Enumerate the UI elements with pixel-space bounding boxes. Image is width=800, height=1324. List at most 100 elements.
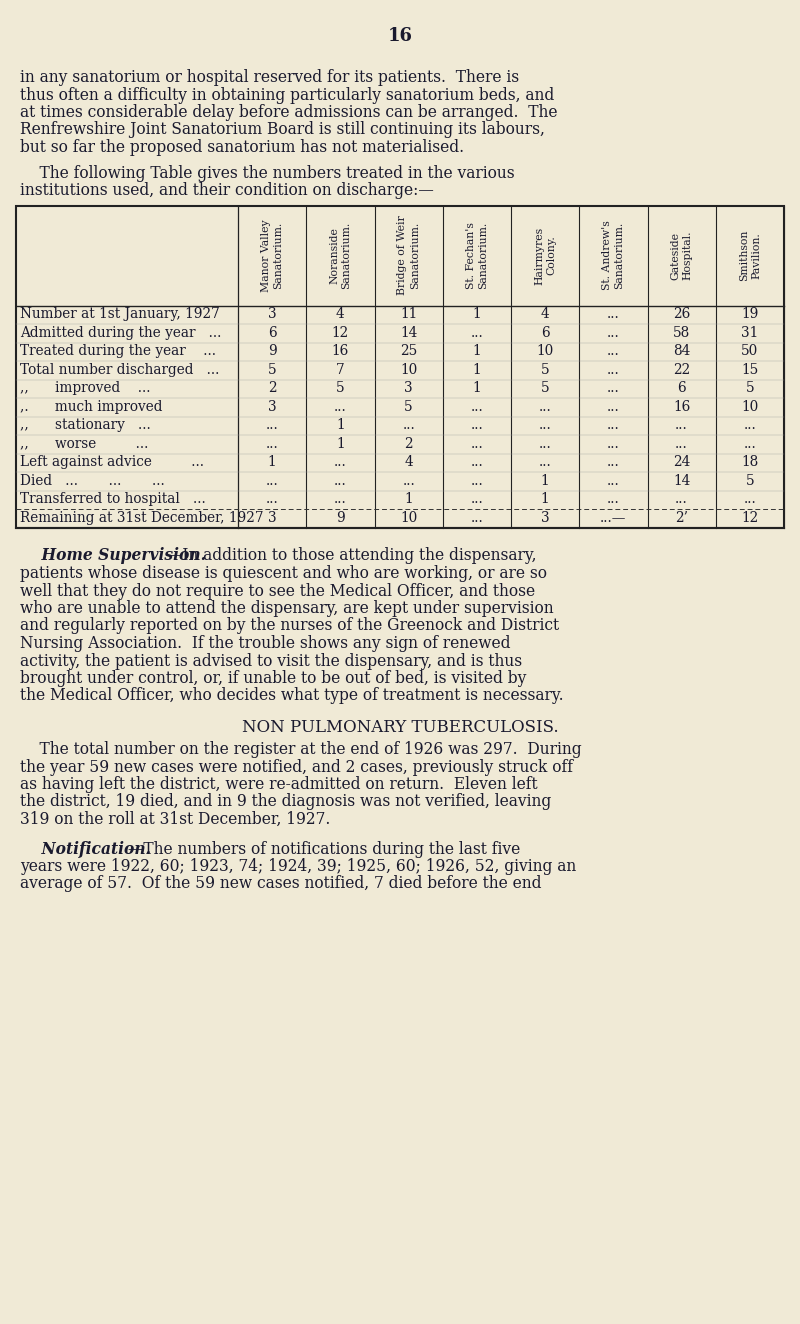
Text: Renfrewshire Joint Sanatorium Board is still continuing its labours,: Renfrewshire Joint Sanatorium Board is s… (20, 122, 545, 139)
Text: ...: ... (607, 418, 620, 432)
Text: ...: ... (607, 455, 620, 469)
Text: ...—: ...— (600, 511, 626, 524)
Text: the district, 19 died, and in 9 the diagnosis was not verified, leaving: the district, 19 died, and in 9 the diag… (20, 793, 551, 810)
Text: 1: 1 (541, 474, 550, 487)
Text: 5: 5 (404, 400, 413, 413)
Text: ...: ... (266, 474, 278, 487)
Text: ...: ... (266, 418, 278, 432)
Text: St. Andrew's
Sanatorium.: St. Andrew's Sanatorium. (602, 221, 625, 290)
Text: 1: 1 (473, 344, 481, 359)
Text: ,.      much improved: ,. much improved (20, 400, 162, 413)
Text: Home Supervision.: Home Supervision. (20, 548, 206, 564)
Text: 16: 16 (673, 400, 690, 413)
Text: 1: 1 (404, 493, 413, 506)
Text: 1: 1 (473, 363, 481, 377)
Text: Notification.: Notification. (20, 841, 151, 858)
Text: well that they do not require to see the Medical Officer, and those: well that they do not require to see the… (20, 583, 535, 600)
Text: the year 59 new cases were notified, and 2 cases, previously struck off: the year 59 new cases were notified, and… (20, 759, 573, 776)
Text: brought under control, or, if unable to be out of bed, is visited by: brought under control, or, if unable to … (20, 670, 526, 687)
Text: ...: ... (334, 400, 346, 413)
Text: ,,      stationary   ...: ,, stationary ... (20, 418, 150, 432)
Text: ...: ... (607, 307, 620, 322)
Text: 3: 3 (404, 381, 413, 396)
Text: 4: 4 (336, 307, 345, 322)
Text: ...: ... (538, 437, 551, 450)
Text: 6: 6 (268, 326, 277, 340)
Text: Gateside
Hospital.: Gateside Hospital. (670, 230, 693, 281)
Text: 1: 1 (541, 493, 550, 506)
Text: thus often a difficulty in obtaining particularly sanatorium beds, and: thus often a difficulty in obtaining par… (20, 86, 554, 103)
Text: ...: ... (675, 493, 688, 506)
Text: 3: 3 (268, 511, 277, 524)
Text: ...: ... (402, 474, 415, 487)
Text: 5: 5 (541, 363, 550, 377)
Text: and regularly reported on by the nurses of the Greenock and District: and regularly reported on by the nurses … (20, 617, 559, 634)
Text: ...: ... (470, 418, 483, 432)
Text: 3: 3 (541, 511, 550, 524)
Text: ,,      worse         ...: ,, worse ... (20, 437, 148, 450)
Text: ...: ... (470, 511, 483, 524)
Text: ...: ... (607, 381, 620, 396)
Text: 5: 5 (268, 363, 277, 377)
Text: 15: 15 (742, 363, 758, 377)
Text: —In addition to those attending the dispensary,: —In addition to those attending the disp… (167, 548, 537, 564)
Text: 3: 3 (268, 307, 277, 322)
Text: 1: 1 (336, 437, 345, 450)
Text: ...: ... (470, 493, 483, 506)
Text: Nursing Association.  If the trouble shows any sign of renewed: Nursing Association. If the trouble show… (20, 636, 510, 651)
Text: 9: 9 (268, 344, 277, 359)
Text: 3: 3 (268, 400, 277, 413)
Text: who are unable to attend the dispensary, are kept under supervision: who are unable to attend the dispensary,… (20, 600, 554, 617)
Text: 9: 9 (336, 511, 345, 524)
Text: but so far the proposed sanatorium has not materialised.: but so far the proposed sanatorium has n… (20, 139, 464, 156)
Text: Transferred to hospital   ...: Transferred to hospital ... (20, 493, 206, 506)
Text: 10: 10 (537, 344, 554, 359)
Text: Bridge of Weir
Sanatorium.: Bridge of Weir Sanatorium. (398, 216, 420, 295)
Text: 7: 7 (336, 363, 345, 377)
Text: ...: ... (266, 437, 278, 450)
Text: 84: 84 (673, 344, 690, 359)
Text: Died   ...       ...       ...: Died ... ... ... (20, 474, 165, 487)
Text: in any sanatorium or hospital reserved for its patients.  There is: in any sanatorium or hospital reserved f… (20, 69, 519, 86)
Text: average of 57.  Of the 59 new cases notified, 7 died before the end: average of 57. Of the 59 new cases notif… (20, 875, 542, 892)
Text: 14: 14 (400, 326, 418, 340)
Text: Total number discharged   ...: Total number discharged ... (20, 363, 219, 377)
Text: at times considerable delay before admissions can be arranged.  The: at times considerable delay before admis… (20, 105, 558, 120)
Text: The total number on the register at the end of 1926 was 297.  During: The total number on the register at the … (20, 741, 582, 759)
Text: 26: 26 (673, 307, 690, 322)
Text: 5: 5 (746, 474, 754, 487)
Text: 25: 25 (400, 344, 418, 359)
Text: 24: 24 (673, 455, 690, 469)
Text: ...: ... (607, 493, 620, 506)
Text: the Medical Officer, who decides what type of treatment is necessary.: the Medical Officer, who decides what ty… (20, 687, 564, 704)
Text: ...: ... (743, 437, 756, 450)
Text: Treated during the year    ...: Treated during the year ... (20, 344, 216, 359)
Text: 2’: 2’ (675, 511, 688, 524)
Text: 14: 14 (673, 474, 690, 487)
Text: ...: ... (607, 437, 620, 450)
Text: Smithson
Pavilion.: Smithson Pavilion. (738, 230, 761, 281)
Text: as having left the district, were re-admitted on return.  Eleven left: as having left the district, were re-adm… (20, 776, 538, 793)
Text: 11: 11 (400, 307, 418, 322)
Text: ...: ... (675, 437, 688, 450)
Text: ...: ... (334, 474, 346, 487)
Text: 5: 5 (746, 381, 754, 396)
Text: 6: 6 (541, 326, 550, 340)
Text: ...: ... (538, 418, 551, 432)
Text: ...: ... (402, 418, 415, 432)
Bar (16, 205, 784, 527)
Text: Noranside
Sanatorium.: Noranside Sanatorium. (329, 222, 351, 289)
Text: 1: 1 (473, 381, 481, 396)
Text: Hairmyres
Colony.: Hairmyres Colony. (534, 226, 556, 285)
Text: Remaining at 31st December, 1927: Remaining at 31st December, 1927 (20, 511, 263, 524)
Text: ...: ... (266, 493, 278, 506)
Text: 10: 10 (400, 511, 418, 524)
Text: The following Table gives the numbers treated in the various: The following Table gives the numbers tr… (20, 164, 514, 181)
Text: 10: 10 (400, 363, 418, 377)
Text: 31: 31 (742, 326, 758, 340)
Text: institutions used, and their condition on discharge:—: institutions used, and their condition o… (20, 181, 434, 199)
Text: ...: ... (607, 363, 620, 377)
Text: 5: 5 (336, 381, 345, 396)
Text: ...: ... (470, 455, 483, 469)
Text: 16: 16 (332, 344, 349, 359)
